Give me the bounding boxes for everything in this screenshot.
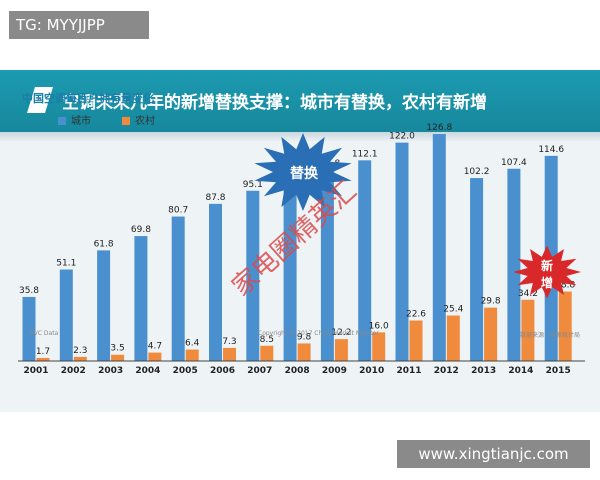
parallelogram-icon — [27, 87, 53, 113]
bar-rural-2014 — [521, 299, 535, 361]
bar-urban-2003 — [97, 250, 111, 361]
label-urban-2005: 80.7 — [168, 206, 188, 216]
legend-label-urban: 城市 — [71, 116, 91, 127]
bar-urban-2001 — [22, 296, 36, 361]
bar-urban-2002 — [59, 269, 73, 361]
footer-right: 数据来源：国家统计局 — [520, 332, 581, 339]
label-urban-2003: 61.8 — [94, 239, 114, 249]
bar-rural-2013 — [484, 307, 498, 361]
bar-rural-2001 — [36, 357, 50, 361]
label-rural-2006: 7.3 — [222, 337, 236, 347]
label-urban-2015: 114.6 — [538, 145, 564, 155]
title-banner: 空调未来几年的新增替换支撑：城市有替换，农村有新增 — [0, 70, 600, 132]
legend-urban: 城市 — [58, 112, 91, 127]
label-urban-2004: 69.8 — [131, 225, 151, 235]
burst-right: 新 增 — [513, 245, 581, 299]
label-rural-2013: 29.8 — [481, 297, 501, 307]
bar-rural-2002 — [73, 356, 87, 361]
label-rural-2012: 25.4 — [443, 305, 463, 315]
label-rural-2010: 16.0 — [369, 321, 389, 331]
legend-swatch-rural — [122, 117, 130, 125]
bar-rural-2010 — [372, 332, 386, 361]
label-rural-2004: 4.7 — [148, 342, 162, 352]
x-tick-2005: 2005 — [173, 366, 198, 376]
burst-left-label: 替换 — [290, 165, 319, 182]
label-rural-2008: 9.8 — [297, 332, 312, 342]
bar-urban-2012 — [432, 134, 446, 361]
x-tick-2004: 2004 — [135, 366, 160, 376]
x-tick-2011: 2011 — [396, 366, 421, 376]
bar-urban-2013 — [470, 178, 484, 361]
bar-urban-2004 — [134, 236, 148, 361]
bar-rural-2015 — [558, 291, 572, 361]
bar-urban-2005 — [171, 216, 185, 361]
label-rural-2011: 22.6 — [406, 310, 426, 320]
bar-rural-2012 — [446, 315, 460, 361]
channel-tag: TG: MYYJJPP — [9, 11, 149, 39]
bar-rural-2004 — [148, 352, 162, 361]
bar-rural-2003 — [111, 354, 125, 361]
banner-title: 空调未来几年的新增替换支撑：城市有替换，农村有新增 — [62, 93, 487, 113]
x-tick-2010: 2010 — [359, 366, 384, 376]
bar-urban-2014 — [507, 168, 521, 361]
x-tick-2002: 2002 — [61, 366, 86, 376]
label-urban-2006: 87.8 — [205, 193, 225, 203]
label-rural-2002: 2.3 — [73, 346, 87, 356]
x-tick-2003: 2003 — [98, 366, 123, 376]
label-urban-2002: 51.1 — [56, 259, 76, 269]
chart-bars: 35.8 1.7 51.1 2.3 61.8 3.5 69.8 4.7 80.7 6.4 87.8 7… — [19, 123, 575, 361]
label-urban-2007: 95.1 — [243, 180, 263, 190]
bar-rural-2007 — [260, 345, 274, 361]
label-rural-2001: 1.7 — [36, 347, 50, 357]
burst-right-label-1: 新 — [541, 258, 553, 273]
x-tick-2006: 2006 — [210, 366, 235, 376]
burst-right-label-2: 增 — [541, 275, 553, 290]
bar-urban-2006 — [209, 203, 222, 361]
x-tick-2007: 2007 — [247, 366, 272, 376]
label-rural-2005: 6.4 — [185, 339, 200, 349]
label-rural-2003: 3.5 — [110, 344, 124, 354]
website-label: www.xingtianjc.com — [397, 440, 590, 468]
label-rural-2007: 8.5 — [260, 335, 274, 345]
chart-title: 中国空调每百户拥有量变化 — [22, 92, 154, 105]
label-rural-2015: 38.8 — [555, 281, 575, 291]
bar-rural-2009 — [334, 339, 348, 361]
x-tick-2015: 2015 — [546, 366, 571, 376]
bar-urban-2008 — [283, 181, 297, 361]
x-tick-2009: 2009 — [322, 366, 347, 376]
burst-right-shape — [513, 245, 581, 299]
burst-left-shape — [254, 133, 352, 211]
bar-rural-2006 — [223, 347, 236, 361]
bar-rural-2008 — [297, 343, 311, 361]
burst-left: 替换 — [254, 133, 352, 211]
legend-label-rural: 农村 — [135, 116, 155, 127]
footer-center: Copyright © 2017 China Market Monitor — [258, 330, 379, 337]
x-tick-2013: 2013 — [471, 366, 496, 376]
label-urban-2014: 107.4 — [501, 158, 527, 168]
label-urban-2012: 126.8 — [426, 123, 452, 133]
bar-urban-2010 — [358, 160, 372, 361]
banner-shadow — [0, 132, 600, 142]
x-tick-labels: 2001 2002 2003 2004 2005 2006 2007 2008 2009 2010… — [23, 366, 570, 376]
label-urban-2010: 112.1 — [352, 149, 378, 159]
legend-swatch-urban — [58, 117, 66, 125]
label-rural-2014: 34.2 — [518, 289, 538, 299]
footer-left: AVC Data — [30, 330, 59, 337]
bar-urban-2007 — [246, 190, 260, 361]
label-urban-2013: 102.2 — [464, 167, 490, 177]
x-tick-2001: 2001 — [23, 366, 48, 376]
x-tick-2008: 2008 — [285, 366, 310, 376]
x-tick-2012: 2012 — [434, 366, 459, 376]
bar-urban-2009 — [320, 169, 334, 361]
label-urban-2011: 122.0 — [389, 132, 415, 142]
label-urban-2001: 35.8 — [19, 286, 39, 296]
x-tick-2014: 2014 — [508, 366, 533, 376]
legend-rural: 农村 — [122, 112, 155, 127]
bar-rural-2011 — [409, 320, 423, 361]
bar-urban-2011 — [395, 142, 409, 361]
label-rural-2009: 12.2 — [331, 328, 351, 338]
bar-rural-2005 — [185, 349, 199, 361]
